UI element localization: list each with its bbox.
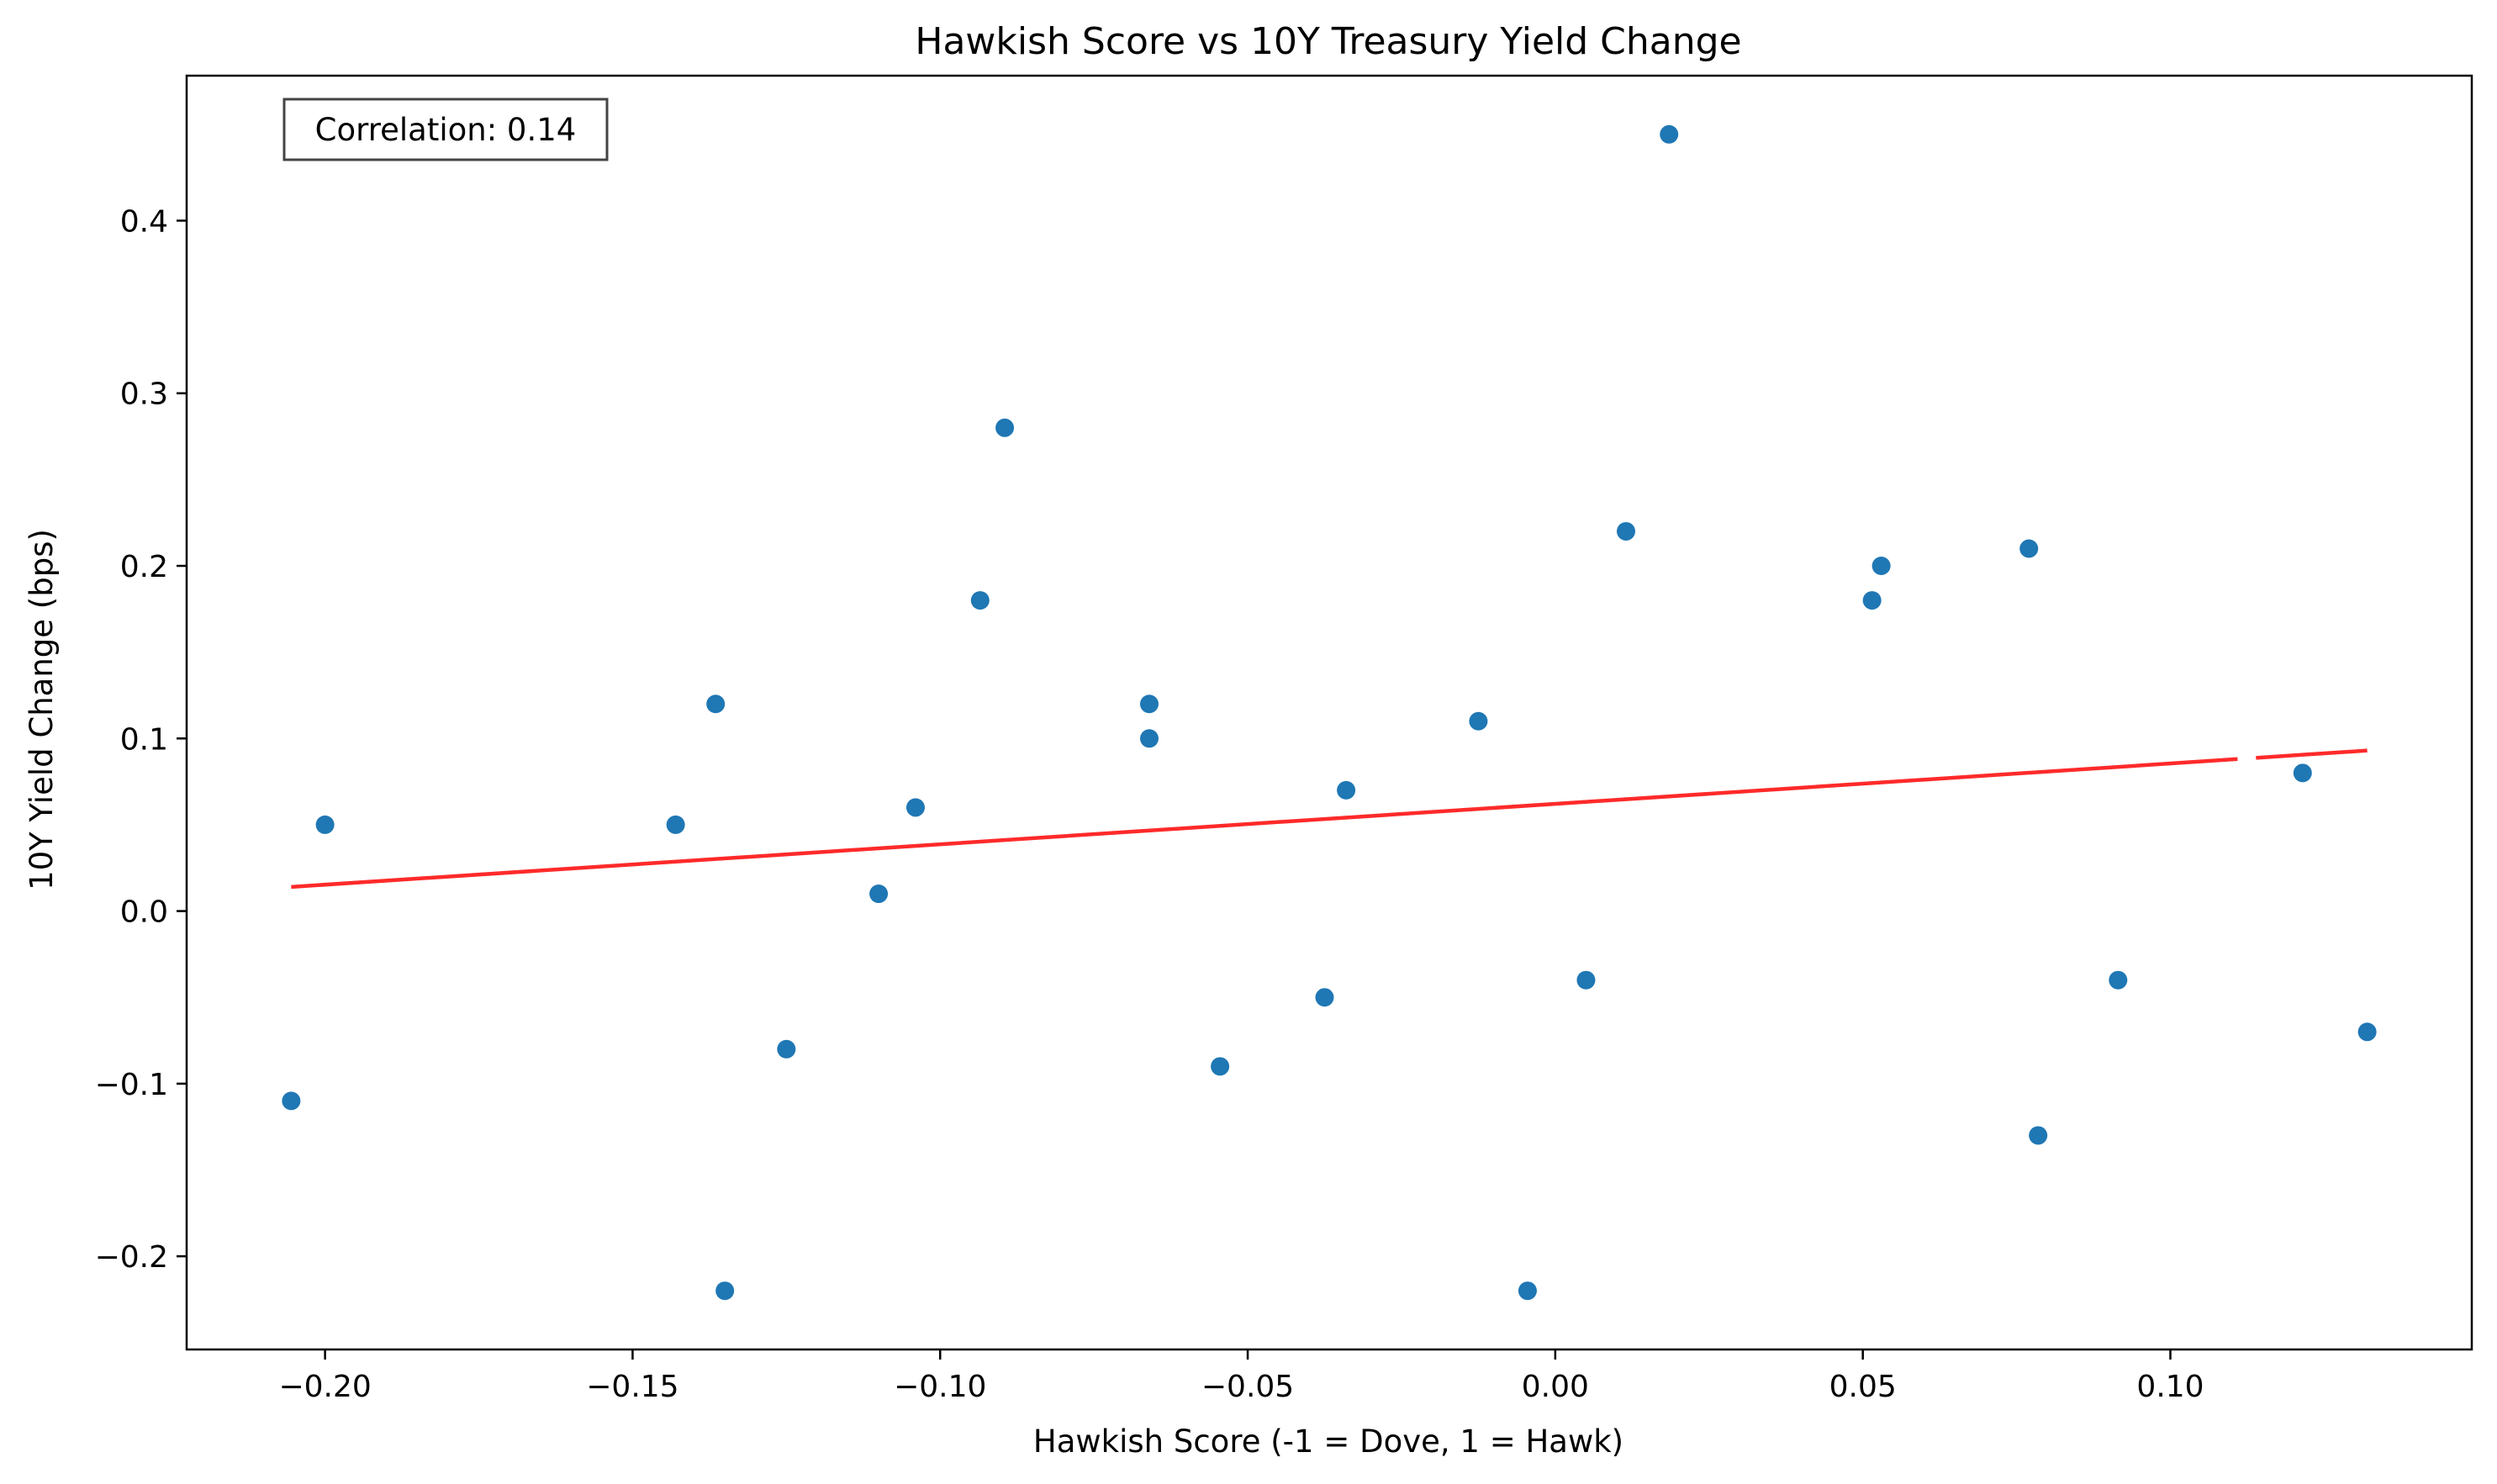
annotation-box — [282, 98, 609, 161]
plot-area — [282, 124, 2377, 1301]
plot-frame — [185, 74, 2473, 1351]
y-tick-label: 0.0 — [120, 895, 168, 930]
x-tick-label: 0.05 — [1829, 1370, 1897, 1404]
y-axis-ticks: −0.2 −0.1 0.0 0.1 0.2 0.3 0.4 — [95, 204, 187, 1275]
scatter-point — [970, 591, 990, 610]
y-tick-label: 0.2 — [120, 550, 168, 584]
x-tick-label: −0.20 — [278, 1370, 371, 1404]
annotation-text: Correlation: 0.14 — [315, 112, 577, 148]
x-axis-ticks: −0.20 −0.15 −0.10 −0.05 0.00 0.05 0.10 — [278, 1349, 2204, 1404]
scatter-point — [1139, 694, 1159, 714]
scatter-point — [995, 418, 1015, 437]
scatter-point — [2109, 970, 2128, 990]
scatter-point — [1617, 521, 1636, 541]
y-tick-label: −0.2 — [95, 1240, 168, 1275]
x-tick-label: 0.00 — [1522, 1370, 1589, 1404]
y-tick-label: 0.3 — [120, 378, 168, 412]
x-axis-label: Hawkish Score (-1 = Dove, 1 = Hawk) — [1033, 1423, 1623, 1460]
scatter-point — [869, 885, 889, 904]
correlation-annotation: Correlation: 0.14 — [282, 98, 609, 161]
scatter-point — [2019, 539, 2039, 558]
x-tick-label: −0.05 — [1201, 1370, 1294, 1404]
y-tick-label: −0.1 — [95, 1068, 168, 1102]
scatter-point — [777, 1039, 796, 1059]
scatter-point — [905, 798, 925, 817]
y-tick-label: 0.1 — [120, 722, 168, 757]
y-axis-label: 10Y Yield Change (bps) — [24, 529, 60, 890]
scatter-point — [1337, 780, 1356, 800]
scatter-point — [315, 815, 335, 834]
scatter-point — [2293, 763, 2312, 783]
scatter-point — [1211, 1057, 1230, 1076]
scatter-point — [282, 1091, 301, 1111]
scatter-point — [1139, 729, 1159, 748]
x-tick-label: 0.10 — [2136, 1370, 2204, 1404]
scatter-point — [2029, 1126, 2048, 1145]
scatter-point — [1469, 711, 1488, 731]
y-tick-label: 0.4 — [120, 204, 168, 239]
trend-line — [291, 748, 2368, 890]
scatter-point — [715, 1281, 735, 1301]
chart-title: Hawkish Score vs 10Y Treasury Yield Chan… — [915, 20, 1741, 63]
scatter-point — [706, 694, 726, 714]
x-tick-label: −0.10 — [894, 1370, 986, 1404]
scatter-point — [1315, 988, 1334, 1007]
scatter-point — [1660, 124, 1679, 144]
scatter-point — [666, 815, 685, 834]
x-tick-label: −0.15 — [586, 1370, 678, 1404]
scatter-point — [1862, 591, 1882, 610]
scatter-point — [1576, 970, 1596, 990]
scatter-point — [1518, 1281, 1537, 1301]
scatter-point — [1871, 557, 1891, 576]
scatter-point — [2357, 1022, 2377, 1042]
